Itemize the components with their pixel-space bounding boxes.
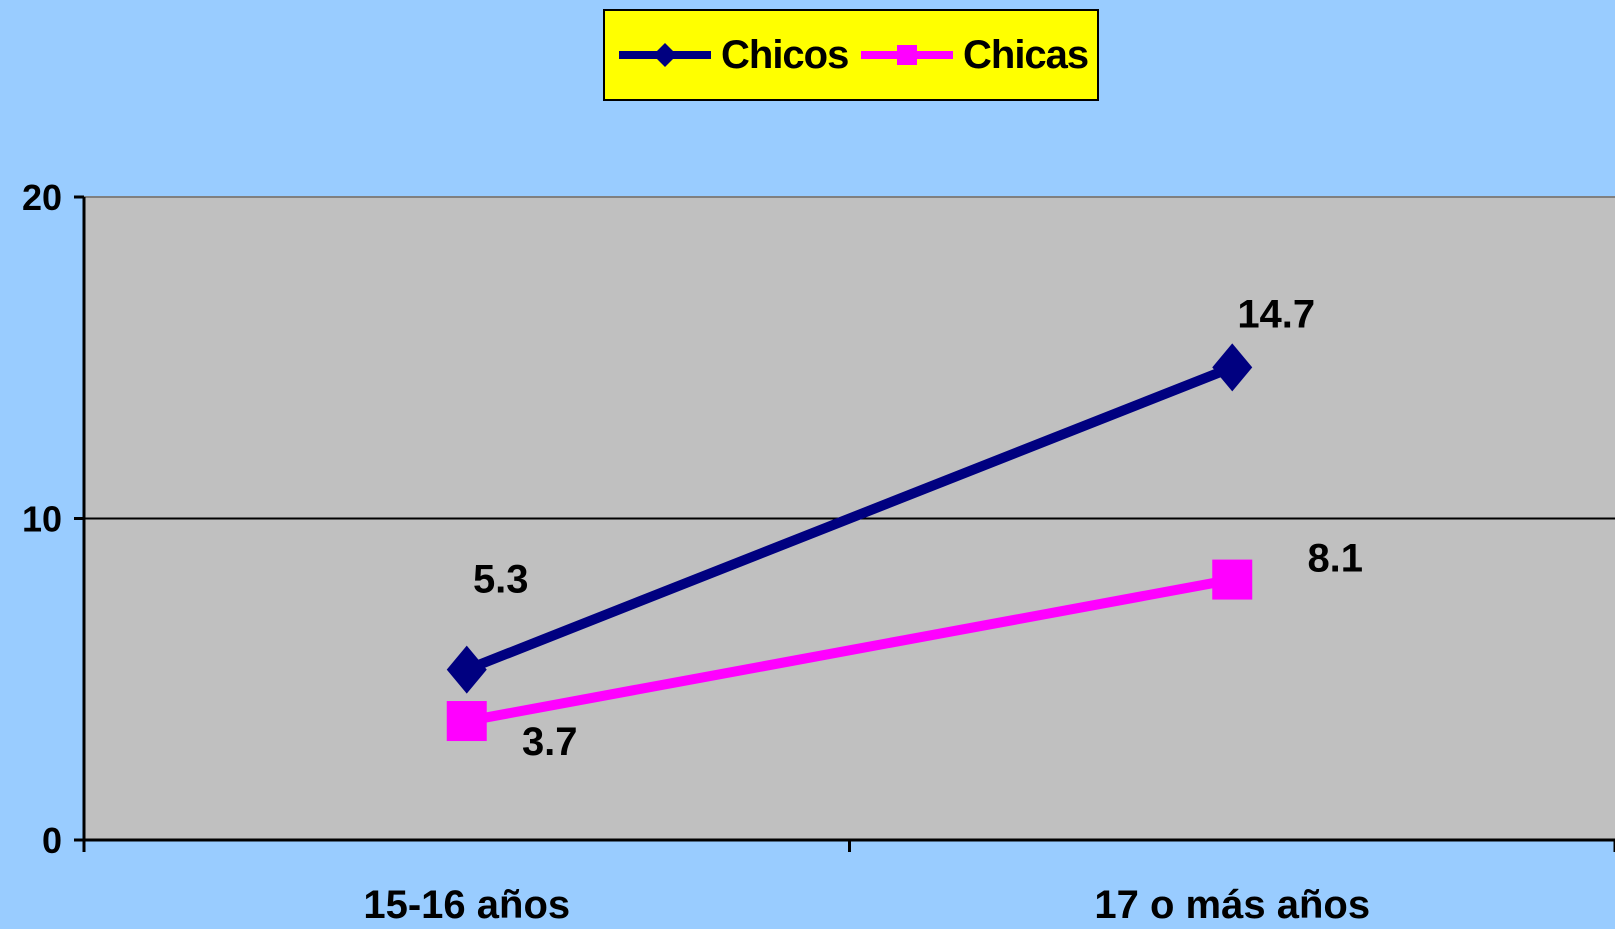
legend-label-chicos: Chicos (721, 32, 849, 77)
legend-item-chicas: Chicas (857, 11, 1089, 99)
legend-item-chicos: Chicos (615, 11, 849, 99)
y-tick-label-0: 0 (42, 820, 62, 861)
data-label-chicas-1: 8.1 (1307, 537, 1363, 581)
data-point-chicos-0 (446, 645, 487, 694)
data-label-chicas-0: 3.7 (522, 720, 578, 764)
y-tick-label-10: 10 (22, 499, 62, 540)
data-point-chicas-0 (446, 701, 487, 742)
y-tick-label-20: 20 (22, 177, 62, 218)
x-tick-label-1: 17 o más años (1094, 883, 1370, 927)
data-point-chicos-1 (1212, 343, 1253, 392)
series-line-chicos (464, 362, 1235, 675)
axes: 0 10 20 15-16 años 17 o más años (22, 177, 1615, 927)
data-labels: 5.3 14.7 3.7 8.1 (473, 292, 1363, 764)
legend-swatch-chicos (619, 43, 711, 67)
series-layer (446, 343, 1253, 742)
series-line-chicas (465, 574, 1234, 726)
x-tick-label-0: 15-16 años (363, 883, 570, 927)
data-point-chicas-1 (1212, 559, 1253, 600)
legend-label-chicas: Chicas (963, 32, 1089, 77)
data-label-chicos-0: 5.3 (473, 558, 529, 602)
legend-swatch-chicas (861, 45, 953, 65)
legend: Chicos Chicas (603, 9, 1099, 101)
data-label-chicos-1: 14.7 (1237, 292, 1315, 336)
